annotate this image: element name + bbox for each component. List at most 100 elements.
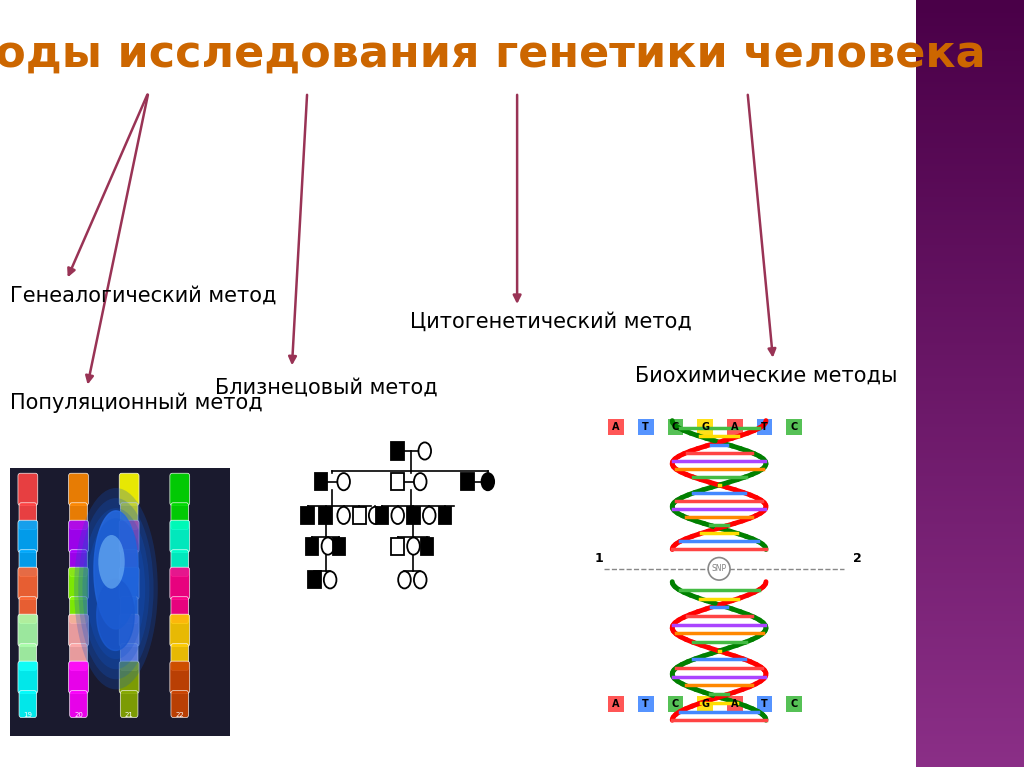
Bar [916,61,1024,64]
Bar [916,739,1024,742]
Bar [757,696,772,712]
Bar [916,284,1024,286]
Bar [727,696,742,712]
FancyBboxPatch shape [69,661,88,693]
Bar [916,41,1024,44]
Bar [916,248,1024,251]
Ellipse shape [74,488,158,690]
Bar [916,328,1024,330]
Text: 20: 20 [74,712,83,718]
Bar [916,44,1024,46]
Bar [916,374,1024,376]
Bar [916,708,1024,711]
Bar [916,527,1024,529]
Bar [916,414,1024,416]
Bar [916,307,1024,309]
FancyBboxPatch shape [69,614,88,647]
Bar [757,419,772,435]
Bar [916,713,1024,716]
Bar [916,25,1024,28]
Text: 2: 2 [853,552,862,565]
Bar [916,512,1024,514]
Bar [727,419,742,435]
Text: Генеалогический метод: Генеалогический метод [10,285,276,305]
Circle shape [337,507,350,524]
Bar [916,693,1024,696]
Text: 22: 22 [175,712,184,718]
Bar [916,151,1024,153]
Bar [916,117,1024,120]
Bar [916,263,1024,266]
Bar [916,647,1024,650]
Bar [916,601,1024,604]
Text: G: G [701,699,709,709]
Bar [916,680,1024,683]
Text: C: C [791,699,798,709]
Bar [916,657,1024,660]
Bar [916,21,1024,23]
Ellipse shape [83,508,150,669]
Bar [916,565,1024,568]
Bar [916,634,1024,637]
Bar [916,596,1024,598]
Bar [916,243,1024,245]
Circle shape [481,473,495,490]
Bar [916,562,1024,565]
Bar [916,731,1024,734]
Bar [916,299,1024,301]
Bar [916,148,1024,151]
Ellipse shape [98,535,125,589]
Bar [916,176,1024,179]
Bar [916,107,1024,110]
Bar [916,453,1024,455]
Bar [916,412,1024,414]
Bar [916,516,1024,519]
Bar [916,115,1024,117]
Bar [916,289,1024,291]
Bar [916,8,1024,10]
Bar [916,23,1024,25]
FancyBboxPatch shape [170,473,189,505]
Bar [916,683,1024,685]
FancyBboxPatch shape [170,661,189,693]
Bar [916,757,1024,759]
Text: Методы исследования генетики человека: Методы исследования генетики человека [0,32,986,75]
Bar [916,765,1024,767]
Bar [916,309,1024,312]
Bar [916,407,1024,409]
Bar [916,675,1024,677]
Bar [308,571,321,588]
Bar [668,419,683,435]
Bar [916,59,1024,61]
Bar [916,297,1024,299]
Bar [916,314,1024,317]
Bar [608,696,624,712]
Bar [916,286,1024,289]
Bar [916,166,1024,169]
Bar [916,466,1024,468]
Bar [916,251,1024,253]
Bar [916,105,1024,107]
Bar [916,258,1024,261]
Text: Близнецовый метод: Близнецовый метод [215,377,438,397]
Bar [916,194,1024,197]
Text: C: C [791,422,798,432]
Circle shape [322,538,334,555]
FancyBboxPatch shape [121,597,138,624]
Bar [916,542,1024,545]
Bar [916,110,1024,113]
Bar [421,538,433,555]
Bar [916,330,1024,332]
FancyBboxPatch shape [18,520,38,552]
Bar [916,698,1024,700]
Circle shape [391,507,404,524]
Bar [916,578,1024,581]
FancyBboxPatch shape [171,503,188,529]
Bar [916,125,1024,128]
Bar [916,499,1024,501]
FancyBboxPatch shape [19,550,37,577]
FancyBboxPatch shape [69,473,88,505]
Bar [461,473,474,490]
Bar [916,598,1024,601]
Bar [916,545,1024,547]
